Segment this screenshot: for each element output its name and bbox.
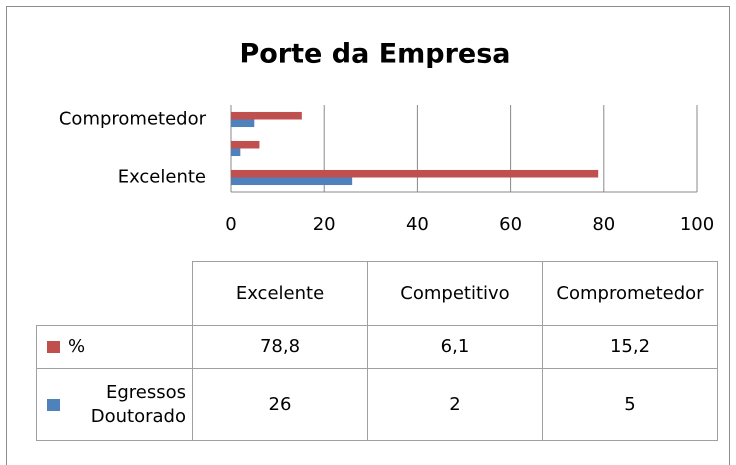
- table-value: 78,8: [192, 325, 368, 369]
- bar: [231, 140, 260, 149]
- table-header: Comprometedor: [542, 261, 718, 326]
- legend-cell: Egressos Doutorado: [36, 368, 193, 441]
- table-value: 26: [192, 368, 368, 441]
- legend-label: Egressos Doutorado: [90, 381, 186, 427]
- legend-cell: %: [36, 325, 193, 369]
- x-tick-label: 20: [313, 214, 336, 235]
- y-tick-label: Excelente: [118, 167, 206, 188]
- legend-key: [47, 398, 60, 411]
- bar: [231, 119, 255, 128]
- x-tick-label: 80: [592, 214, 615, 235]
- table-value: 2: [367, 368, 543, 441]
- bar: [231, 169, 599, 178]
- table-header: Competitivo: [367, 261, 543, 326]
- bar: [231, 177, 353, 186]
- bar: [231, 111, 302, 120]
- table-value: 5: [542, 368, 718, 441]
- chart-frame: [6, 6, 730, 465]
- x-tick-label: 60: [499, 214, 522, 235]
- legend-label: %: [68, 336, 86, 357]
- table-value: 15,2: [542, 325, 718, 369]
- x-tick-label: 40: [406, 214, 429, 235]
- chart-title: Porte da Empresa: [239, 39, 510, 70]
- table-value: 6,1: [367, 325, 543, 369]
- legend-key: [47, 341, 60, 353]
- x-tick-label: 100: [680, 214, 714, 235]
- bar: [231, 148, 241, 157]
- y-tick-label: Comprometedor: [59, 109, 207, 130]
- table-header: Excelente: [192, 261, 368, 326]
- x-tick-label: 0: [225, 214, 236, 235]
